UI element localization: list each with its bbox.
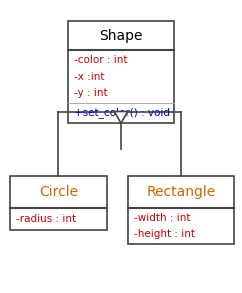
Text: Shape: Shape bbox=[99, 29, 143, 43]
Text: +set_color() : void: +set_color() : void bbox=[74, 108, 170, 118]
Text: -color : int: -color : int bbox=[74, 55, 128, 65]
Bar bbox=[128, 176, 234, 244]
Bar bbox=[68, 21, 174, 123]
Text: -width : int: -width : int bbox=[134, 213, 191, 223]
Text: -height : int: -height : int bbox=[134, 229, 195, 239]
Bar bbox=[10, 176, 106, 230]
Text: -y : int: -y : int bbox=[74, 88, 108, 98]
Polygon shape bbox=[114, 112, 128, 123]
Text: -radius : int: -radius : int bbox=[16, 214, 76, 224]
Text: Circle: Circle bbox=[39, 185, 78, 199]
Text: -x :int: -x :int bbox=[74, 71, 105, 81]
Text: Rectangle: Rectangle bbox=[146, 185, 216, 199]
